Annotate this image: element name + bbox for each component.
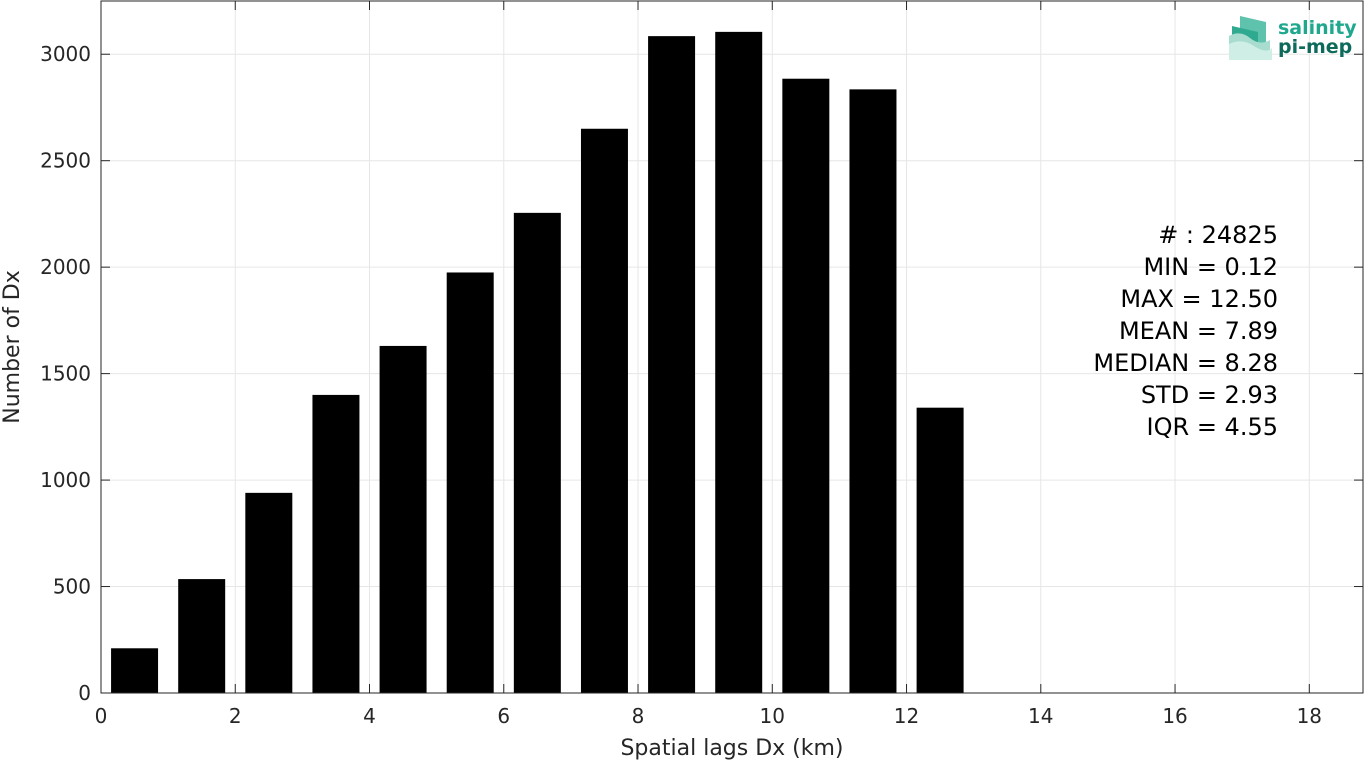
histogram-bar xyxy=(580,128,628,693)
histogram-bar xyxy=(782,78,830,694)
x-axis-title: Spatial lags Dx (km) xyxy=(620,736,843,761)
salinity-pi-mep-logo: salinity pi-mep xyxy=(1229,16,1357,60)
histogram-bar xyxy=(245,492,293,693)
x-tick-label: 10 xyxy=(760,704,785,728)
histogram-bar xyxy=(379,345,427,693)
logo-pimep-text: pi-mep xyxy=(1278,36,1352,58)
histogram-bar xyxy=(849,89,897,693)
axis-ticks xyxy=(100,1,1363,694)
logo-waves-icon xyxy=(1229,16,1272,60)
y-tick-label: 2500 xyxy=(40,149,91,173)
histogram-bar xyxy=(513,212,561,693)
stat-min: MIN = 0.12 xyxy=(1143,253,1278,281)
bars xyxy=(111,31,964,694)
y-tick-label: 2000 xyxy=(40,255,91,279)
histogram-bar xyxy=(446,272,494,693)
x-tick-label: 18 xyxy=(1297,704,1322,728)
stat-max: MAX = 12.50 xyxy=(1120,285,1278,313)
histogram-bar xyxy=(916,407,964,693)
histogram-bar xyxy=(111,648,159,693)
histogram-bar xyxy=(178,579,226,693)
stat-iqr: IQR = 4.55 xyxy=(1147,413,1278,441)
x-tick-label: 0 xyxy=(95,704,108,728)
tick-labels: 0 2 4 6 8 10 12 14 16 18 0 500 1000 1500 2000 2500 3000 xyxy=(40,42,1322,728)
y-tick-label: 1000 xyxy=(40,468,91,492)
x-tick-label: 12 xyxy=(894,704,919,728)
plot-frame xyxy=(100,0,1364,694)
y-tick-label: 3000 xyxy=(40,42,91,66)
stat-median: MEDIAN = 8.28 xyxy=(1093,349,1278,377)
histogram-bar xyxy=(715,31,763,694)
stats-box: # : 24825 MIN = 0.12 MAX = 12.50 MEAN = … xyxy=(1093,221,1278,441)
stat-std: STD = 2.93 xyxy=(1141,381,1278,409)
x-tick-label: 14 xyxy=(1028,704,1053,728)
histogram-bar xyxy=(312,394,360,693)
y-axis-title: Number of Dx xyxy=(0,270,25,424)
stat-count: # : 24825 xyxy=(1158,221,1278,249)
stat-mean: MEAN = 7.89 xyxy=(1119,317,1278,345)
y-tick-label: 0 xyxy=(78,681,91,705)
y-tick-label: 500 xyxy=(53,575,91,599)
x-tick-label: 6 xyxy=(497,704,510,728)
logo-salinity-text: salinity xyxy=(1278,17,1357,39)
x-tick-label: 16 xyxy=(1162,704,1187,728)
x-tick-label: 8 xyxy=(632,704,645,728)
histogram-bar xyxy=(648,36,696,693)
y-tick-label: 1500 xyxy=(40,362,91,386)
x-tick-label: 2 xyxy=(229,704,242,728)
x-tick-label: 4 xyxy=(363,704,376,728)
